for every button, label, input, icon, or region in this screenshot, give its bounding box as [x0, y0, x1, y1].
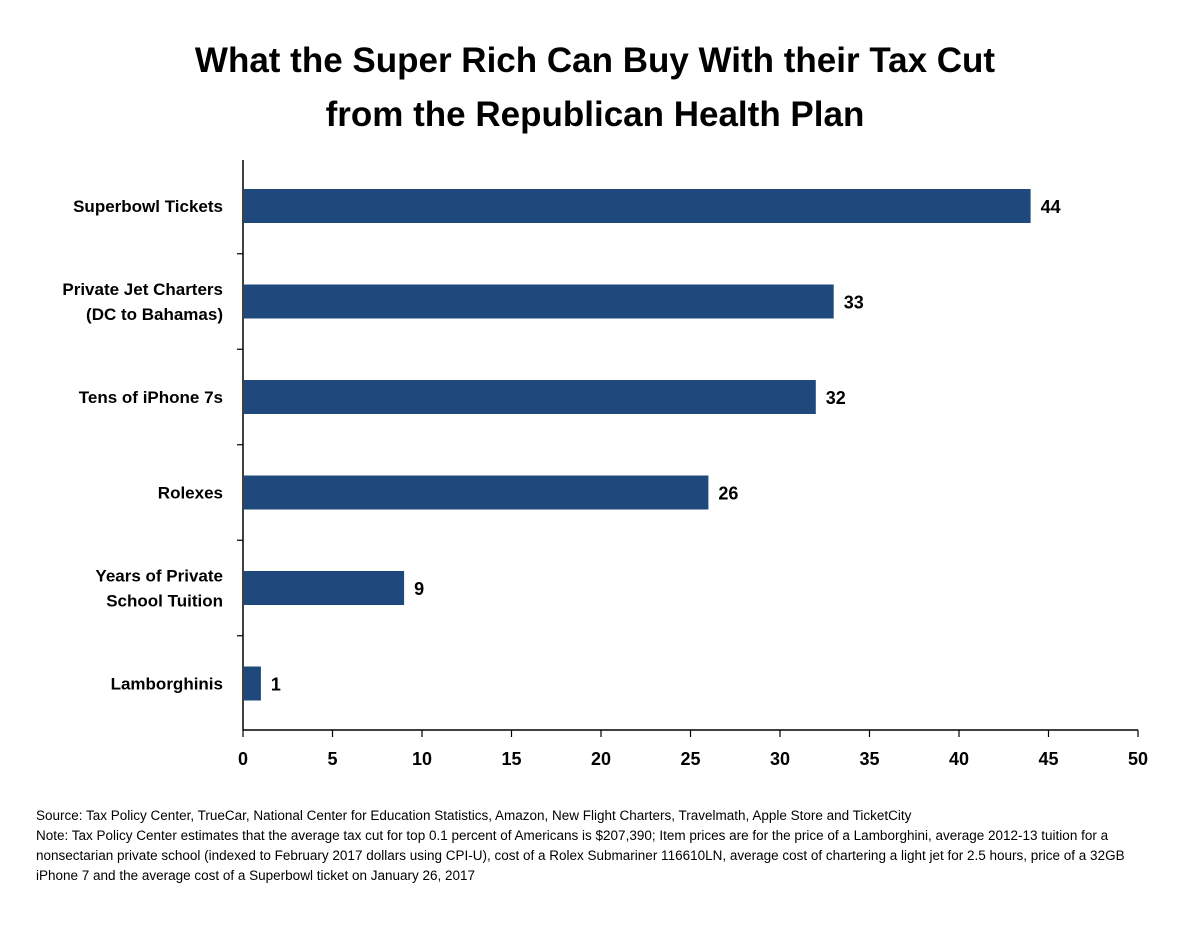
x-tick-label: 50 [1128, 749, 1148, 769]
x-tick-label: 45 [1038, 749, 1058, 769]
category-label: School Tuition [106, 592, 223, 611]
x-tick-label: 15 [501, 749, 521, 769]
x-tick-label: 10 [412, 749, 432, 769]
methodology-note: Note: Tax Policy Center estimates that t… [36, 828, 1125, 883]
bar [244, 666, 261, 701]
chart-title: What the Super Rich Can Buy With their T… [0, 34, 1190, 142]
data-label: 1 [271, 675, 281, 695]
category-label: Private Jet Charters [62, 280, 223, 299]
chart-notes: Source: Tax Policy Center, TrueCar, Nati… [36, 806, 1166, 886]
x-tick-label: 20 [591, 749, 611, 769]
category-label: Lamborghinis [111, 675, 223, 694]
bar [244, 284, 834, 319]
category-label: Tens of iPhone 7s [79, 388, 223, 407]
source-note: Source: Tax Policy Center, TrueCar, Nati… [36, 808, 912, 823]
chart-title-line-1: What the Super Rich Can Buy With their T… [194, 41, 996, 80]
data-label: 26 [718, 484, 738, 504]
x-tick-label: 5 [327, 749, 337, 769]
data-label: 9 [414, 579, 424, 599]
data-label: 33 [844, 293, 864, 313]
bar [244, 571, 405, 605]
data-label: 32 [826, 388, 846, 408]
x-tick-label: 25 [680, 749, 700, 769]
bar [244, 189, 1031, 223]
x-tick-label: 30 [770, 749, 790, 769]
bar [244, 380, 816, 414]
data-label: 44 [1041, 197, 1061, 217]
x-tick-label: 40 [949, 749, 969, 769]
bar-chart: 0 5 10 15 20 25 30 35 40 45 50 44 Superbowl Tickets 3… [62, 160, 1148, 769]
category-label: Years of Private [95, 567, 223, 586]
chart-title-line-2: from the Republican Health Plan [325, 95, 865, 134]
x-tick-label: 35 [859, 749, 879, 769]
category-label: Rolexes [158, 484, 223, 503]
x-tick-label: 0 [238, 749, 248, 769]
category-label: (DC to Bahamas) [86, 305, 223, 324]
bar [244, 475, 709, 510]
category-label: Superbowl Tickets [73, 197, 223, 216]
